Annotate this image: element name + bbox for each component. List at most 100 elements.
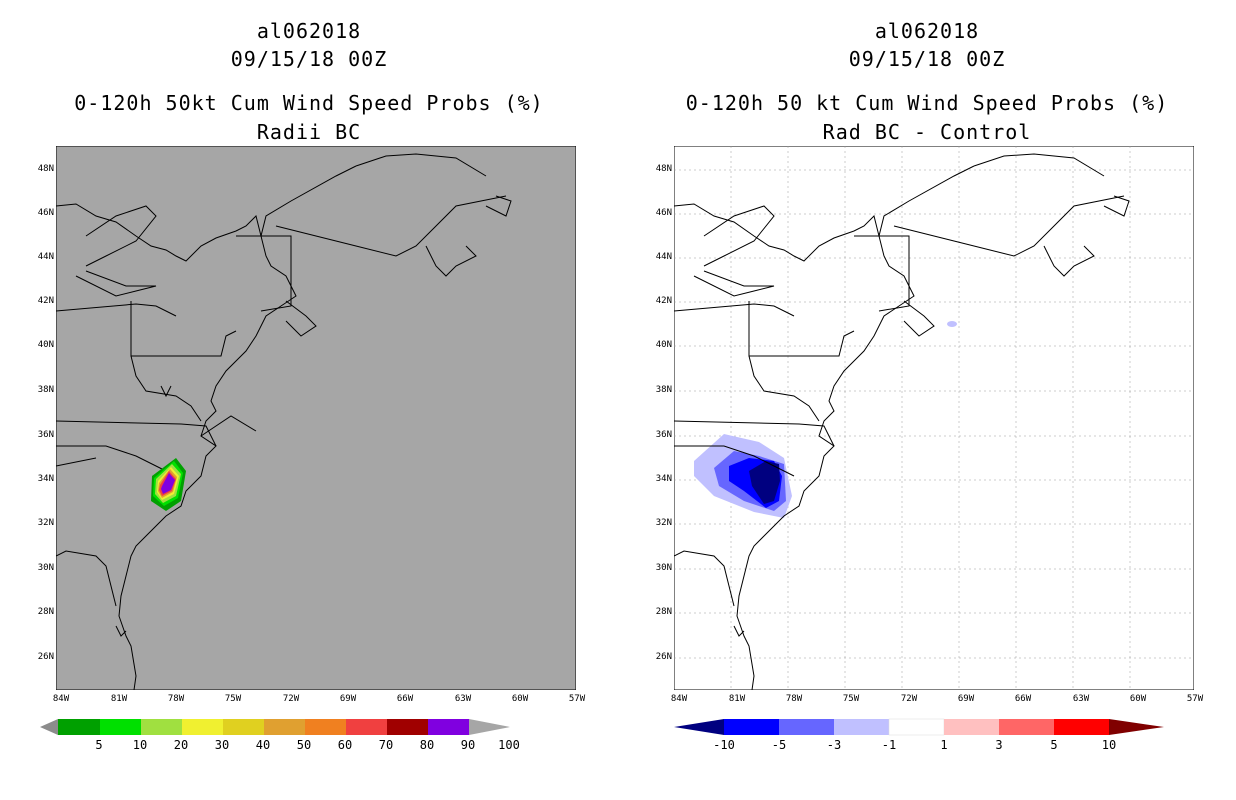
colorbar-label: 3: [995, 738, 1003, 752]
colorbar-swatch: [834, 719, 889, 735]
colorbar-swatch: [999, 719, 1054, 735]
subtitle: Radii BC: [256, 120, 362, 144]
storm-id: al062018: [874, 19, 980, 43]
lat-label: 30N: [655, 563, 672, 573]
colorbar-swatch: [1054, 719, 1109, 735]
lon-label: 60W: [511, 694, 529, 704]
coastlines: [674, 153, 1130, 690]
lat-label: 28N: [37, 607, 54, 617]
colorbar-label: 100: [498, 738, 520, 752]
lon-label: 57W: [568, 694, 586, 704]
colorbar-swatch: [888, 718, 945, 736]
florida-outline: [56, 550, 117, 607]
colorbar-arrow-low: [40, 719, 58, 735]
storm-id: al062018: [256, 19, 362, 43]
lat-label: 44N: [37, 252, 54, 262]
colorbar-label: 10: [132, 738, 148, 752]
lon-label: 78W: [785, 694, 803, 704]
lon-label: 69W: [957, 694, 975, 704]
colorbar-swatch: [724, 719, 779, 735]
colorbar-arrow-high: [469, 719, 510, 735]
date-time: 09/15/18 00Z: [848, 47, 1006, 71]
florida-outline: [674, 550, 735, 607]
lon-label: 66W: [1014, 694, 1032, 704]
date-time: 09/15/18 00Z: [230, 47, 388, 71]
lat-label: 36N: [37, 430, 54, 440]
lon-label: 57W: [1186, 694, 1204, 704]
lon-label: 81W: [110, 694, 128, 704]
colorbar-arrow-low: [674, 719, 724, 735]
lat-label: 30N: [37, 563, 54, 573]
product-title: 0-120h 50 kt Cum Wind Speed Probs (%): [685, 91, 1169, 115]
colorbar-swatch: [141, 719, 182, 735]
colorbar-label: 5: [1050, 738, 1058, 752]
probability-contours: [151, 458, 186, 511]
colorbar-swatch: [223, 719, 264, 735]
lon-label: 69W: [339, 694, 357, 704]
difference-map: [674, 146, 1194, 690]
contour-minus-1-small: [947, 321, 957, 327]
lon-label: 81W: [728, 694, 746, 704]
coastlines: [56, 153, 512, 690]
state-border: [674, 445, 795, 477]
contour-100: [161, 473, 175, 494]
gridlines: [674, 146, 1194, 690]
colorbar-swatch: [100, 719, 141, 735]
lat-label: 42N: [655, 296, 672, 306]
lat-label: 38N: [655, 385, 672, 395]
lat-label: 46N: [655, 208, 672, 218]
colorbar-label: 90: [460, 738, 476, 752]
colorbar-label: 70: [378, 738, 394, 752]
lat-label: 40N: [655, 340, 672, 350]
right-panel: al062018 09/15/18 00Z 0-120h 50 kt Cum W…: [618, 0, 1236, 800]
lon-label: 72W: [900, 694, 918, 704]
lat-label: 34N: [37, 474, 54, 484]
difference-contours: [694, 321, 957, 518]
colorbar-arrow-high: [1109, 719, 1164, 735]
lon-label: 78W: [167, 694, 185, 704]
colorbar-label: 5: [95, 738, 103, 752]
lon-label: 72W: [282, 694, 300, 704]
colorbar: [674, 718, 1164, 736]
colorbar-label: -5: [771, 738, 787, 752]
lat-label: 32N: [37, 518, 54, 528]
colorbar-label: 40: [255, 738, 271, 752]
map-background: [674, 146, 1194, 690]
colorbar-label: 50: [296, 738, 312, 752]
colorbar-label: -1: [881, 738, 897, 752]
colorbar-swatch: [944, 719, 999, 735]
lat-label: 26N: [655, 652, 672, 662]
colorbar-label: 10: [1101, 738, 1117, 752]
colorbar-swatch: [264, 719, 305, 735]
colorbar-swatch: [428, 719, 469, 735]
colorbar-swatch: [779, 719, 834, 735]
probability-map: [56, 146, 576, 690]
lat-label: 48N: [655, 164, 672, 174]
lat-label: 40N: [37, 340, 54, 350]
lat-label: 36N: [655, 430, 672, 440]
lat-label: 42N: [37, 296, 54, 306]
coastline-main: [674, 203, 915, 690]
lat-label: 48N: [37, 164, 54, 174]
lat-label: 44N: [655, 252, 672, 262]
lat-label: 26N: [37, 652, 54, 662]
colorbar-label: 1: [940, 738, 948, 752]
lon-label: 66W: [396, 694, 414, 704]
colorbar-swatch: [305, 719, 346, 735]
lon-label: 84W: [670, 694, 688, 704]
subtitle: Rad BC - Control: [822, 120, 1032, 144]
coastline-main: [56, 203, 297, 690]
contour-minus-10: [749, 461, 780, 504]
colorbar-label: 20: [173, 738, 189, 752]
map-background: [56, 146, 576, 690]
colorbar-label: 30: [214, 738, 230, 752]
lat-label: 28N: [655, 607, 672, 617]
colorbar-label: 60: [337, 738, 353, 752]
lon-label: 75W: [224, 694, 242, 704]
colorbar-swatch: [346, 719, 387, 735]
lon-label: 63W: [1072, 694, 1090, 704]
colorbar-label: 80: [419, 738, 435, 752]
lat-label: 38N: [37, 385, 54, 395]
left-panel: al062018 09/15/18 00Z 0-120h 50kt Cum Wi…: [37, 19, 586, 752]
colorbar: [40, 719, 510, 735]
